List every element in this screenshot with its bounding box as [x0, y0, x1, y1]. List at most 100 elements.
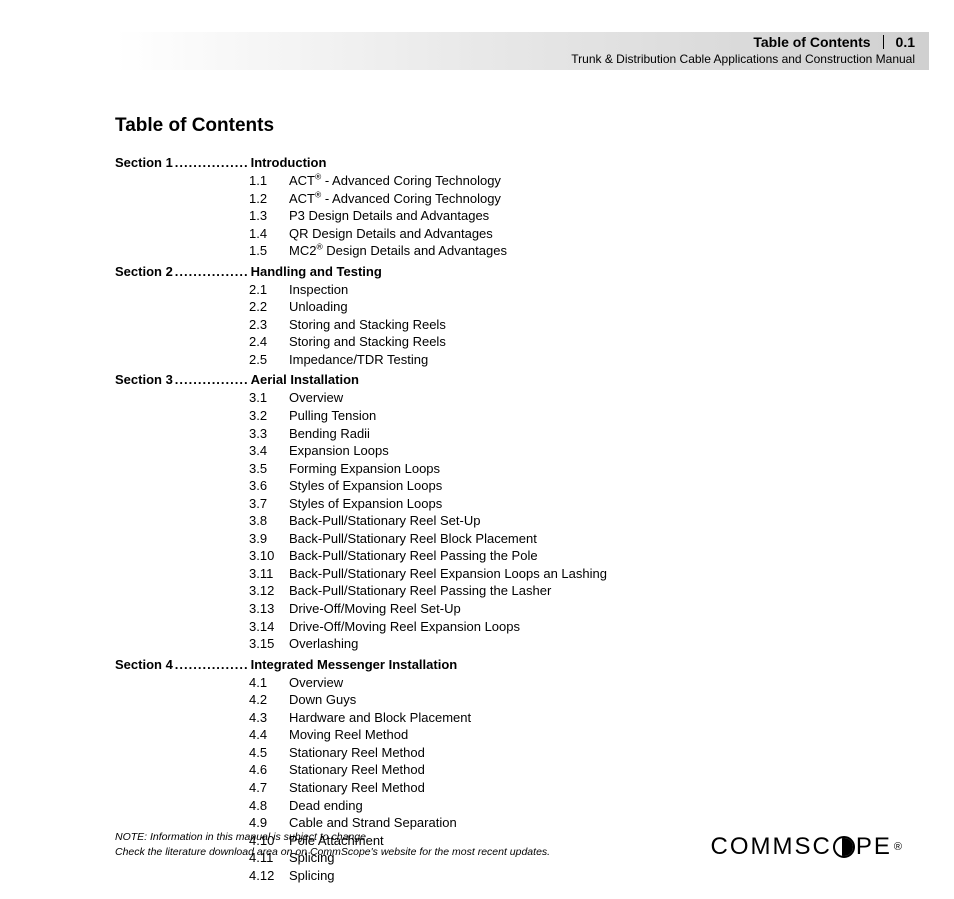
toc-item-title: P3 Design Details and Advantages: [289, 207, 489, 225]
toc-item-title: ACT® - Advanced Coring Technology: [289, 190, 501, 208]
toc-item-number: 3.11: [249, 565, 289, 583]
toc-item: 4.7Stationary Reel Method: [249, 779, 894, 797]
toc-item-title: Drive-Off/Moving Reel Set-Up: [289, 600, 461, 618]
toc-item: 1.4QR Design Details and Advantages: [249, 225, 894, 243]
toc-item-title: QR Design Details and Advantages: [289, 225, 493, 243]
toc-item-number: 3.4: [249, 442, 289, 460]
toc-item-title: Back-Pull/Stationary Reel Passing the La…: [289, 582, 551, 600]
toc-item: 3.4Expansion Loops: [249, 442, 894, 460]
toc-item-number: 3.8: [249, 512, 289, 530]
toc-item-number: 4.2: [249, 691, 289, 709]
toc-item-title: Stationary Reel Method: [289, 779, 425, 797]
toc-item-title: Stationary Reel Method: [289, 761, 425, 779]
toc-item-title: Styles of Expansion Loops: [289, 477, 442, 495]
toc-item-number: 4.3: [249, 709, 289, 727]
toc-item-number: 4.8: [249, 797, 289, 815]
toc-item-number: 3.2: [249, 407, 289, 425]
toc-item: 4.8Dead ending: [249, 797, 894, 815]
toc-item: 2.4Storing and Stacking Reels: [249, 333, 894, 351]
toc-item: 3.9Back-Pull/Stationary Reel Block Place…: [249, 530, 894, 548]
toc-item: 3.2Pulling Tension: [249, 407, 894, 425]
section-dots: ................: [173, 657, 251, 672]
toc-item-number: 4.7: [249, 779, 289, 797]
section-dots: ................: [173, 155, 251, 170]
toc-item-title: Bending Radii: [289, 425, 370, 443]
header-inner: Table of Contents 0.1 Trunk & Distributi…: [571, 34, 915, 66]
toc-item: 2.3Storing and Stacking Reels: [249, 316, 894, 334]
toc-item-title: Back-Pull/Stationary Reel Passing the Po…: [289, 547, 538, 565]
toc-item-number: 1.2: [249, 190, 289, 208]
section-label: Section 3: [115, 372, 173, 387]
toc-item-number: 2.1: [249, 281, 289, 299]
toc-item: 2.1Inspection: [249, 281, 894, 299]
toc-item-title: Back-Pull/Stationary Reel Set-Up: [289, 512, 480, 530]
toc-item-title: Expansion Loops: [289, 442, 389, 460]
toc-item: 3.6Styles of Expansion Loops: [249, 477, 894, 495]
toc-item: 1.3P3 Design Details and Advantages: [249, 207, 894, 225]
toc-item-number: 3.14: [249, 618, 289, 636]
toc-item-number: 3.9: [249, 530, 289, 548]
section-heading: Section 1................Introduction: [115, 155, 894, 170]
toc-item-number: 3.5: [249, 460, 289, 478]
toc-item: 4.3Hardware and Block Placement: [249, 709, 894, 727]
toc-item-title: Inspection: [289, 281, 348, 299]
section-name: Introduction: [251, 155, 327, 170]
section-items: 1.1ACT® - Advanced Coring Technology1.2A…: [249, 172, 894, 260]
section-items: 2.1Inspection2.2Unloading2.3Storing and …: [249, 281, 894, 369]
toc-item: 4.2Down Guys: [249, 691, 894, 709]
toc-item-number: 4.6: [249, 761, 289, 779]
toc-item-number: 3.6: [249, 477, 289, 495]
toc-item-number: 1.3: [249, 207, 289, 225]
toc-item-title: Splicing: [289, 867, 335, 885]
section-heading: Section 3................Aerial Installa…: [115, 372, 894, 387]
toc-item-number: 4.12: [249, 867, 289, 885]
section-name: Integrated Messenger Installation: [251, 657, 458, 672]
toc-item: 3.5Forming Expansion Loops: [249, 460, 894, 478]
toc-item-title: Impedance/TDR Testing: [289, 351, 428, 369]
toc-item-title: ACT® - Advanced Coring Technology: [289, 172, 501, 190]
toc-item: 3.10Back-Pull/Stationary Reel Passing th…: [249, 547, 894, 565]
section-dots: ................: [173, 372, 251, 387]
toc-item: 2.5Impedance/TDR Testing: [249, 351, 894, 369]
toc-item-number: 3.1: [249, 389, 289, 407]
toc-item: 4.4Moving Reel Method: [249, 726, 894, 744]
toc-item: 3.3Bending Radii: [249, 425, 894, 443]
toc-item: 3.8Back-Pull/Stationary Reel Set-Up: [249, 512, 894, 530]
toc-item-number: 3.15: [249, 635, 289, 653]
toc-item-title: Storing and Stacking Reels: [289, 316, 446, 334]
toc-item-number: 2.5: [249, 351, 289, 369]
toc-item-title: Pulling Tension: [289, 407, 376, 425]
toc-item-title: Overview: [289, 674, 343, 692]
toc-item: 3.11Back-Pull/Stationary Reel Expansion …: [249, 565, 894, 583]
section-dots: ................: [173, 264, 251, 279]
toc-item: 3.14Drive-Off/Moving Reel Expansion Loop…: [249, 618, 894, 636]
toc-item-number: 4.4: [249, 726, 289, 744]
toc-item-title: Back-Pull/Stationary Reel Expansion Loop…: [289, 565, 607, 583]
logo-registered: ®: [894, 841, 904, 853]
toc-item-number: 1.1: [249, 172, 289, 190]
toc-item-number: 4.5: [249, 744, 289, 762]
header-subtitle: Trunk & Distribution Cable Applications …: [571, 52, 915, 66]
section-label: Section 1: [115, 155, 173, 170]
page-title: Table of Contents: [115, 115, 894, 137]
toc-item-title: Unloading: [289, 298, 348, 316]
content-area: Table of Contents Section 1.............…: [115, 115, 894, 884]
toc-item-number: 3.12: [249, 582, 289, 600]
logo-o-icon: [833, 836, 855, 858]
toc-item: 4.6Stationary Reel Method: [249, 761, 894, 779]
toc-list: Section 1................Introduction1.1…: [115, 155, 894, 884]
toc-item-number: 3.7: [249, 495, 289, 513]
toc-item: 4.5Stationary Reel Method: [249, 744, 894, 762]
footnote: NOTE: Information in this manual is subj…: [115, 830, 550, 862]
toc-item: 3.7Styles of Expansion Loops: [249, 495, 894, 513]
toc-item-title: Dead ending: [289, 797, 363, 815]
header-top: Table of Contents 0.1: [753, 34, 915, 50]
toc-item-number: 2.2: [249, 298, 289, 316]
section-label: Section 4: [115, 657, 173, 672]
toc-item-title: Overlashing: [289, 635, 358, 653]
toc-item-number: 2.4: [249, 333, 289, 351]
toc-item-title: Styles of Expansion Loops: [289, 495, 442, 513]
commscope-logo: COMMSCPE®: [711, 833, 904, 861]
toc-item: 1.1ACT® - Advanced Coring Technology: [249, 172, 894, 190]
toc-item-title: MC2® Design Details and Advantages: [289, 242, 507, 260]
